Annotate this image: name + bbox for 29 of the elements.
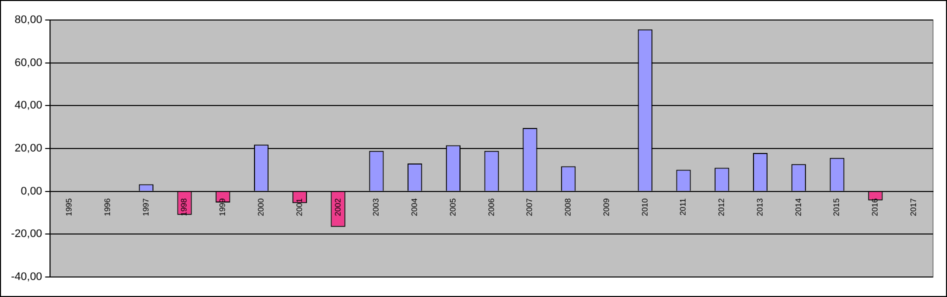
y-tick-label: 20,00	[14, 142, 42, 155]
x-tick-label: 2009	[602, 198, 611, 216]
y-tick-label: 60,00	[14, 56, 42, 69]
x-tick-label: 2012	[717, 198, 726, 216]
x-tick-label: 2006	[486, 198, 496, 216]
x-tick-label: 2013	[755, 198, 764, 216]
x-tick-label: 2002	[333, 198, 342, 216]
x-tick-label: 2007	[525, 198, 534, 216]
y-tick-label: 0,00	[20, 185, 42, 198]
x-tick-label: 2004	[410, 198, 420, 216]
x-tick-label: 2001	[294, 198, 304, 216]
y-tick-label: 40,00	[14, 100, 42, 112]
x-tick-label: 2008	[564, 198, 573, 216]
x-tick-label: 2011	[678, 198, 688, 216]
y-tick-label: -20,00	[10, 228, 42, 240]
x-tick-label: 2015	[832, 198, 842, 216]
x-tick-label: 2005	[448, 198, 458, 216]
x-tick-label: 2017	[909, 198, 918, 216]
x-tick-label: 1998	[180, 198, 189, 216]
x-tick-label: 2000	[256, 198, 266, 216]
x-tick-label: 2003	[372, 198, 381, 216]
x-tick-label: 2010	[640, 198, 650, 216]
y-tick-label: 80,00	[14, 14, 42, 26]
x-tick-label: 1997	[141, 198, 150, 216]
x-tick-label: 1996	[102, 198, 112, 216]
x-tick-label: 2014	[794, 198, 803, 216]
x-tick-label: 2016	[870, 198, 880, 216]
y-tick-label: -40,00	[10, 271, 42, 284]
x-tick-label: 1995	[64, 198, 74, 216]
